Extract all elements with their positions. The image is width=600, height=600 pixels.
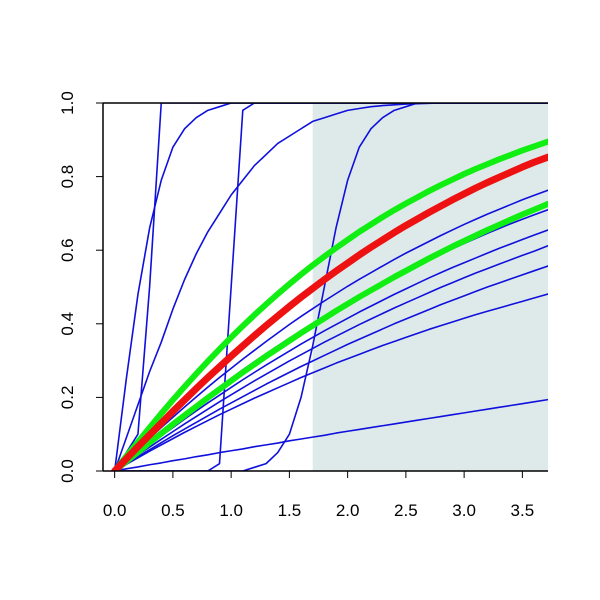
- blue-curve-12: [113, 265, 548, 471]
- green-band-curve-2: [111, 200, 548, 471]
- x-tick-label: 1.0: [219, 501, 243, 520]
- x-tick-label: 3.0: [452, 501, 476, 520]
- y-tick-label: 0.4: [58, 312, 77, 336]
- red-median-curve-0: [111, 153, 548, 471]
- green-band-curve-1: [111, 138, 548, 471]
- y-tick-label: 0.2: [58, 386, 77, 410]
- blue-curve-14: [113, 398, 548, 471]
- x-tick-label: 2.0: [336, 501, 360, 520]
- blue-curve-6: [113, 103, 548, 471]
- blue-curve-11: [113, 244, 548, 471]
- x-tick-label: 0.0: [103, 501, 127, 520]
- x-tick-label: 0.5: [161, 501, 185, 520]
- x-tick-label: 3.5: [511, 501, 535, 520]
- blue-curve-4: [113, 103, 548, 471]
- blue-curve-8: [113, 189, 548, 471]
- blue-curve-7: [113, 103, 548, 471]
- blue-curve-10: [113, 229, 548, 471]
- shaded-region: [312, 103, 548, 471]
- x-tick-label: 2.5: [394, 501, 418, 520]
- y-tick-label: 0.8: [58, 165, 77, 189]
- y-tick-label: 0.6: [58, 238, 77, 262]
- y-tick-label: 0.0: [58, 459, 77, 483]
- blue-curve-13: [113, 293, 548, 471]
- y-tick-label: 1.0: [58, 91, 77, 115]
- x-tick-label: 1.5: [278, 501, 302, 520]
